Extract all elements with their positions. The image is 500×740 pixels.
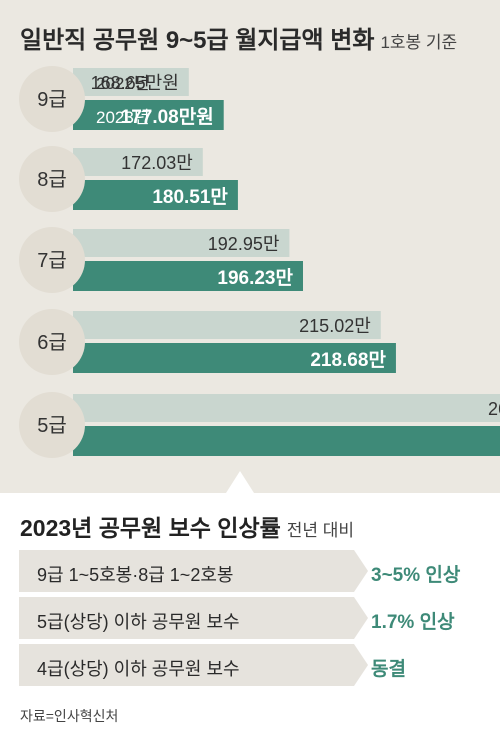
category-circle (19, 392, 85, 458)
raise-rate-section: 2023년 공무원 보수 인상률 전년 대비 9급 1~5호봉·8급 1~2호봉 … (0, 493, 500, 740)
value-label-2023: 218.68만 (310, 349, 386, 371)
raise-rate-title: 2023년 공무원 보수 인상률 전년 대비 (20, 509, 354, 543)
salary-bar-chart: 9급 168.65만원 177.08만원 2022년 2023년 8급 172.03만 180… (19, 66, 500, 458)
value-label-2023: 196.23만 (217, 267, 293, 289)
raise-row-band (19, 644, 354, 686)
value-label-2022: 260.64만 (488, 399, 500, 419)
raise-row-arrow (354, 597, 368, 639)
raise-rate-note: 전년 대비 (286, 521, 355, 540)
bar-2023 (73, 261, 303, 291)
bar-2023 (73, 343, 396, 373)
value-label-2022: 192.95만 (208, 234, 280, 254)
year-label-2023: 2023년 (96, 108, 149, 127)
raise-row-band (19, 550, 354, 592)
raise-row: 9급 1~5호봉·8급 1~2호봉 3~5% 인상 (19, 550, 484, 592)
bar-2023 (73, 100, 224, 130)
raise-row: 5급(상당) 이하 공무원 보수 1.7% 인상 (19, 597, 484, 639)
value-label-2022: 215.02만 (299, 316, 371, 336)
value-label-2023: 177.08만원 (121, 106, 214, 128)
category-circle (19, 309, 85, 375)
category-label: 5급 (37, 415, 67, 437)
category-circle (19, 227, 85, 293)
raise-row: 4급(상당) 이하 공무원 보수 동결 (19, 644, 484, 686)
bar-2022 (73, 68, 189, 96)
bar-2022 (73, 148, 203, 176)
category-label: 6급 (37, 332, 67, 354)
raise-row-value: 1.7% 인상 (371, 612, 455, 633)
bar-2023 (73, 426, 500, 456)
section-divider-notch (226, 471, 254, 493)
raise-row-label: 5급(상당) 이하 공무원 보수 (37, 612, 240, 632)
raise-row-value: 동결 (371, 659, 406, 680)
category-circle (19, 146, 85, 212)
category-circle (19, 66, 85, 132)
chart-title-note: 1호봉 기준 (380, 33, 458, 52)
value-label-2022: 172.03만 (121, 153, 193, 173)
bar-2022 (73, 394, 500, 422)
source-note: 자료=인사혁신처 (20, 708, 119, 724)
raise-row-arrow (354, 550, 368, 592)
raise-row-band (19, 597, 354, 639)
raise-row-value: 3~5% 인상 (371, 565, 461, 586)
bar-2022 (73, 311, 381, 339)
category-label: 9급 (37, 89, 67, 111)
bar-2022 (73, 229, 290, 257)
raise-row-label: 4급(상당) 이하 공무원 보수 (37, 659, 240, 679)
raise-rate-title-text: 2023년 공무원 보수 인상률 (20, 515, 281, 541)
category-label: 8급 (37, 169, 67, 191)
value-label-2023: 180.51만 (152, 186, 228, 208)
chart-title-text: 일반직 공무원 9~5급 월지급액 변화 (20, 27, 375, 54)
chart-title: 일반직 공무원 9~5급 월지급액 변화 1호봉 기준 (20, 20, 457, 55)
year-label-2022: 2022년 (96, 74, 149, 93)
raise-row-label: 9급 1~5호봉·8급 1~2호봉 (37, 565, 234, 585)
value-label-2022: 168.65만원 (91, 73, 179, 93)
bar-2023 (73, 180, 238, 210)
category-label: 7급 (37, 250, 67, 272)
raise-row-arrow (354, 644, 368, 686)
